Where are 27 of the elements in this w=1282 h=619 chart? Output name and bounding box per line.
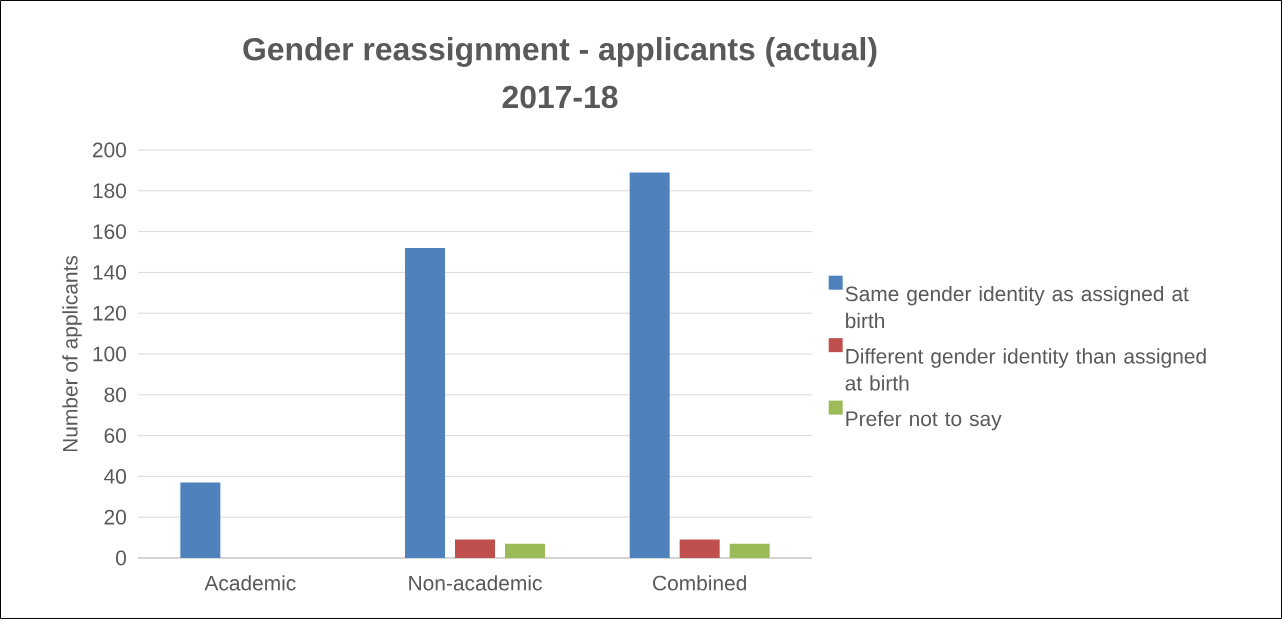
y-tick-label: 120 (93, 305, 127, 321)
y-tick-label: 160 (93, 224, 127, 239)
y-tick-label: 40 (104, 468, 127, 484)
y-tick-label: 200 (92, 142, 127, 158)
y-tick-label: 80 (104, 387, 127, 403)
legend-label: Same gender identity as assigned at birth (845, 285, 1189, 329)
bar (629, 172, 670, 558)
x-tick-label: Combined (653, 575, 746, 591)
chart-title: Gender reassignment - applicants (actual) (243, 37, 877, 67)
bar (180, 482, 221, 558)
chart-subtitle: 2017-18 (502, 85, 618, 109)
x-tick-label: Non-academic (409, 575, 542, 591)
y-tick-label: 20 (104, 509, 127, 525)
bar (729, 543, 770, 558)
y-tick-label: 0 (116, 550, 127, 566)
y-axis-title: Number of applicants (62, 255, 82, 452)
x-tick-label: Academic (204, 575, 296, 591)
y-tick-label: 140 (93, 264, 127, 280)
y-tick-label: 180 (93, 183, 127, 199)
y-tick-label: 60 (104, 428, 127, 443)
legend-label: Prefer not to say (846, 410, 1002, 431)
y-tick-label: 100 (93, 346, 127, 362)
bar (455, 539, 496, 558)
legend-label: Different gender identity than assigned at birth (845, 348, 1206, 391)
bar (505, 543, 546, 558)
bar (405, 247, 446, 558)
bar (679, 539, 720, 558)
